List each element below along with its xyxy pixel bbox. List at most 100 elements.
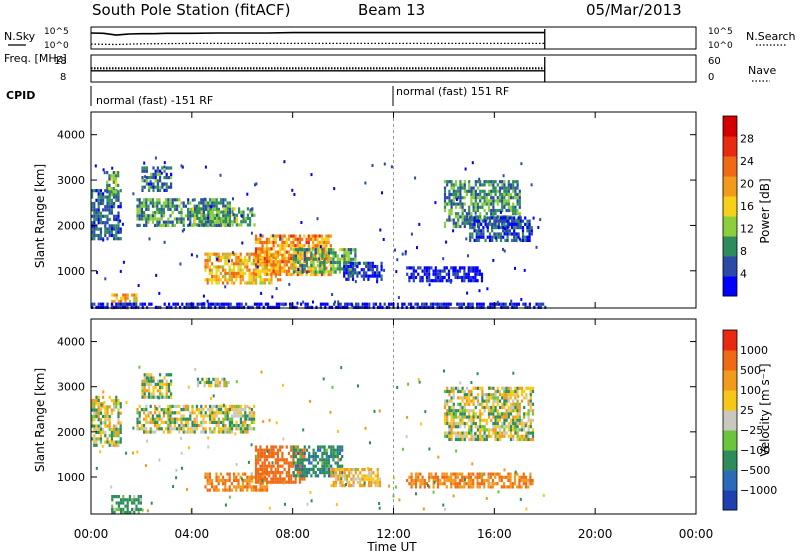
cell-r2 <box>198 204 201 208</box>
cell-r1 <box>200 430 203 434</box>
cell-r12 <box>124 296 127 300</box>
cell-r7 <box>434 475 437 479</box>
cell-r0 <box>102 430 105 435</box>
cell-r11 <box>528 232 531 236</box>
cell-r8 <box>492 393 495 397</box>
cell-r9 <box>476 269 479 273</box>
cell-r13 <box>273 305 276 309</box>
cell-r13 <box>106 302 109 306</box>
cell-r6 <box>316 234 319 238</box>
cell-r3 <box>163 169 166 173</box>
cell-r7 <box>454 475 457 479</box>
cell-r1 <box>189 411 192 415</box>
cell-r8 <box>481 425 484 429</box>
cell-r5 <box>266 268 269 272</box>
cell-r5 <box>230 262 233 266</box>
cell-r8 <box>452 412 455 416</box>
cell-r10 <box>452 202 455 206</box>
cell-r11 <box>502 235 505 239</box>
cell-r8 <box>454 431 458 435</box>
cell-r8 <box>367 268 370 272</box>
cell-r4 <box>298 464 302 468</box>
cell-r1 <box>228 430 231 434</box>
y-tick-label: 4000 <box>57 336 85 349</box>
cell-r5 <box>230 275 233 279</box>
cell-r7 <box>487 485 490 489</box>
cell-r0 <box>115 217 118 222</box>
cell-r9 <box>120 511 123 515</box>
cell-r9 <box>113 495 116 499</box>
cell-r8 <box>507 415 510 419</box>
cell-r0 <box>93 424 96 428</box>
cell-r5 <box>316 467 320 471</box>
cell-r6 <box>374 484 377 488</box>
cell-r4 <box>272 471 275 475</box>
cell-r7 <box>338 260 342 265</box>
cell-r1 <box>191 420 194 424</box>
x-tick-label: 08:00 <box>275 527 310 541</box>
cell-r5 <box>323 461 326 465</box>
cell-r10 <box>476 192 480 197</box>
cell-r8 <box>351 271 355 275</box>
power-y-label: Slant Range [km] <box>33 164 47 268</box>
cell-r8 <box>454 434 458 438</box>
cell-r1 <box>167 414 170 418</box>
cell-r6 <box>265 253 269 257</box>
cell-r0 <box>110 211 113 215</box>
cell-r5 <box>323 445 326 449</box>
sparse-cell <box>523 268 526 272</box>
sparse-cell <box>520 162 523 166</box>
cell-r10 <box>509 208 513 213</box>
cell-r2 <box>151 220 154 224</box>
cell-r7 <box>450 482 453 486</box>
cell-r8 <box>459 421 462 426</box>
cell-r10 <box>518 199 521 203</box>
cell-r11 <box>528 226 531 230</box>
cell-r13 <box>513 302 516 306</box>
cell-r13 <box>410 302 413 306</box>
cell-r7 <box>441 475 444 479</box>
cell-r2 <box>176 198 179 202</box>
cell-r9 <box>434 269 437 273</box>
cell-r1 <box>191 424 194 428</box>
sparse-cell <box>363 481 366 485</box>
cell-r8 <box>523 396 526 400</box>
sparse-cell <box>103 171 106 175</box>
cell-r10 <box>507 192 510 197</box>
cell-r1 <box>253 404 256 408</box>
cell-r0 <box>119 201 122 206</box>
cell-r6 <box>359 477 362 481</box>
cell-r8 <box>514 396 517 400</box>
cell-r4 <box>261 461 264 465</box>
cell-r6 <box>341 484 344 488</box>
sparse-cell <box>398 498 401 502</box>
cell-r10 <box>481 202 484 206</box>
cell-r11 <box>473 219 476 223</box>
cell-r8 <box>479 415 482 419</box>
cell-r6 <box>363 468 366 472</box>
cell-r8 <box>459 437 462 442</box>
cell-r2 <box>171 223 174 227</box>
cell-r6 <box>325 234 328 238</box>
cell-r8 <box>516 428 519 432</box>
cell-r5 <box>215 268 218 272</box>
cell-r0 <box>104 227 107 231</box>
cell-r8 <box>479 386 482 390</box>
cell-r1 <box>171 427 174 431</box>
cell-r8 <box>380 274 383 278</box>
cell-r1 <box>239 424 242 428</box>
cell-r13 <box>447 305 450 309</box>
cell-r9 <box>111 511 114 515</box>
cell-r8 <box>347 268 350 272</box>
cell-r6 <box>376 474 379 478</box>
sparse-cell <box>283 160 286 164</box>
cell-r7 <box>321 254 324 258</box>
cell-r10 <box>492 208 495 213</box>
cell-r0 <box>95 411 98 415</box>
cell-r8 <box>494 437 497 442</box>
cell-r0 <box>93 411 96 415</box>
cell-r10 <box>459 215 462 219</box>
cell-r3 <box>154 169 157 173</box>
cell-r1 <box>160 408 163 412</box>
cell-r10 <box>503 183 506 187</box>
